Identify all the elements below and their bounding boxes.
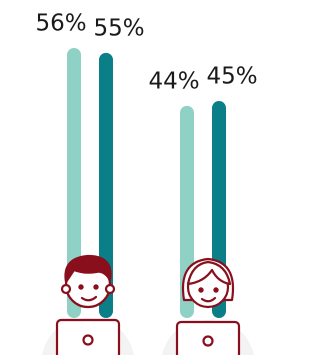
chart: 56% 55% 44% 45% <box>0 0 275 355</box>
value-label: 55% <box>93 15 144 41</box>
value-label: 56% <box>35 11 86 37</box>
value-label: 44% <box>148 68 199 94</box>
male-icon <box>42 256 134 355</box>
value-label: 45% <box>206 64 257 90</box>
female-icon <box>162 259 254 355</box>
